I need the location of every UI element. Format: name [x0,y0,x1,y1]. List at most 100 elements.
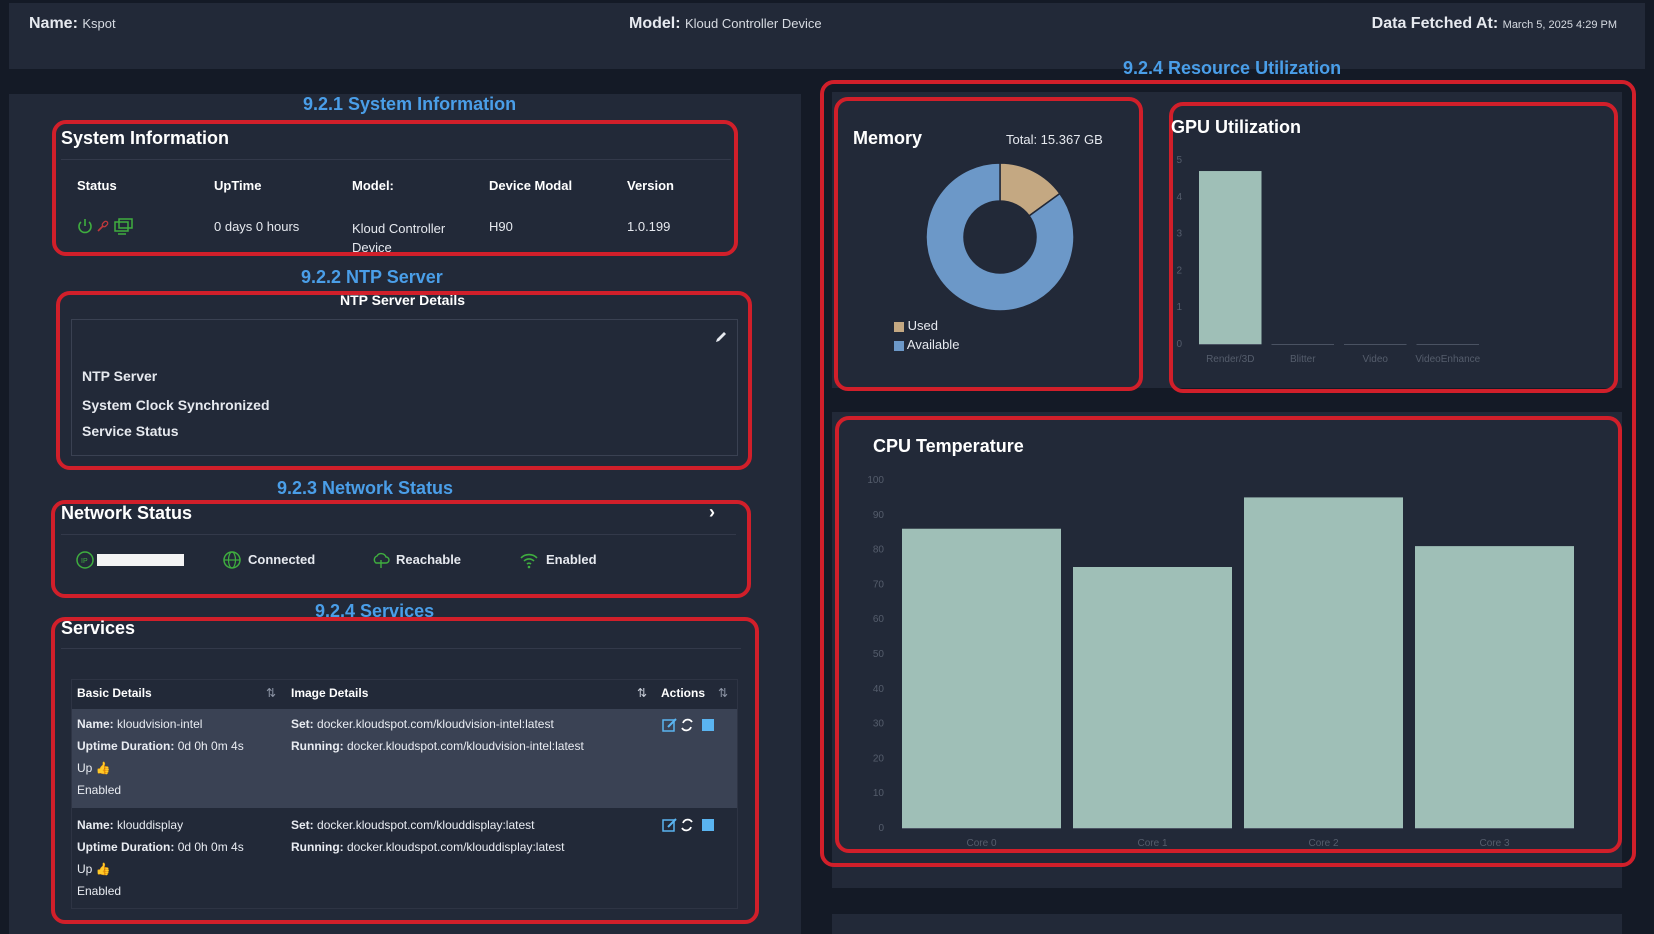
device-name: Name: Kspot [29,15,116,33]
restart-icon [681,818,693,832]
x-tick-label: Blitter [1290,354,1316,365]
sort-basic-details-icon[interactable]: ⇅ [266,686,277,700]
device-model-value: Kloud Controller Device [685,16,822,31]
stop-icon [702,819,714,831]
highlight-ntp [56,291,752,470]
memory-title: Memory [853,128,923,148]
restart-icon [681,718,693,732]
service-name: kloudvision-intel [117,717,203,731]
sort-actions-icon[interactable]: ⇅ [718,686,729,700]
col-device-modal: Device Modal [489,178,573,193]
y-tick-label: 70 [873,579,885,590]
highlight-cpu [835,416,1622,853]
edit-icon[interactable] [713,329,729,345]
y-tick-label: 0 [1176,339,1182,350]
header-bar: Name: Kspot Model: Kloud Controller Devi… [9,3,1645,69]
chevron-right-icon[interactable]: › [709,502,715,522]
highlight-system-info [52,120,738,256]
y-tick-label: 3 [1176,229,1182,240]
x-tick-label: VideoEnhance [1415,354,1480,365]
stop-icon [702,719,714,731]
image-set-label: Set: [291,818,314,832]
x-tick-label: Core 3 [1479,838,1509,849]
bar-core-3 [1415,546,1574,828]
service-uptime-label: Uptime Duration: [77,739,175,753]
reachable-status: Reachable [396,552,462,567]
ntp-details-box [71,319,738,456]
legend-available-swatch [894,340,904,351]
service-name-label: Name: [77,717,114,731]
ntp-server-label: NTP Server [82,368,158,384]
image-running-label: Running: [291,840,344,854]
service-enabled: Enabled [77,884,122,898]
device-name-value: Kspot [82,16,116,31]
col-status: Status [77,178,117,193]
edit-service-icon [662,718,677,732]
version-value: 1.0.199 [627,219,671,234]
bar-render-3d [1199,171,1262,344]
y-tick-label: 90 [873,510,885,521]
clock-sync-label: System Clock Synchronized [82,397,270,413]
col-basic-details: Basic Details [77,686,152,700]
link-broken-icon [97,220,109,232]
network-divider [61,534,736,535]
status-icons [76,218,138,236]
image-running: docker.kloudspot.com/kloudvision-intel:l… [347,739,584,753]
service-2-image: Set: docker.kloudspot.com/klouddisplay:l… [291,814,564,858]
service-uptime: 0d 0h 0m 4s [177,739,244,753]
enabled-status: Enabled [546,552,597,567]
highlight-memory [834,97,1143,391]
highlight-resource [820,80,1636,867]
memory-slice-available [925,162,1075,312]
gpu-title: GPU Utilization [1171,117,1301,137]
sort-image-details-icon[interactable]: ⇅ [637,686,648,700]
device-model: Model: Kloud Controller Device [629,15,822,33]
x-tick-label: Render/3D [1206,354,1254,365]
col-actions: Actions [661,686,706,700]
edit-service-icon [662,818,677,832]
annotation-resource: 9.2.4 Resource Utilization [1123,58,1342,78]
gpu-bar-chart: 0 1 2 3 4 5 Render/3D Blitter Video VideoEnhance [1176,155,1480,365]
service-2-basic: Name: klouddisplay Uptime Duration: 0d 0… [77,814,244,902]
ip-icon [76,551,94,569]
bar-core-2 [1244,497,1403,828]
thumbs-up-icon: 👍 [95,761,111,775]
annotation-network: 9.2.3 Network Status [277,478,454,498]
service-1-image: Set: docker.kloudspot.com/kloudvision-in… [291,713,584,757]
memory-panel [832,92,1148,388]
service-name: klouddisplay [117,818,184,832]
system-info-divider [61,159,731,160]
bar-core-0 [902,528,1061,828]
y-tick-label: 80 [873,545,885,556]
annotation-ntp: 9.2.2 NTP Server [301,267,443,287]
data-fetched-label: Data Fetched At: [1371,15,1499,32]
service-status-label: Service Status [82,423,179,439]
highlight-services [51,617,759,924]
y-tick-label: 30 [873,719,885,730]
model-value: Kloud Controller Device [352,221,446,255]
network-title: Network Status [61,503,193,523]
legend-used-swatch [894,321,904,332]
globe-icon [223,551,241,569]
y-tick-label: 10 [873,788,885,799]
ntp-title: NTP Server Details [340,292,466,308]
image-running: docker.kloudspot.com/klouddisplay:latest [347,840,565,854]
thumbs-up-icon: 👍 [95,862,111,876]
power-icon [78,219,92,234]
image-running-label: Running: [291,739,344,753]
services-table [71,679,738,909]
device-modal-value: H90 [489,219,513,234]
cloud-upload-icon [372,551,390,569]
annotation-system-info: 9.2.1 System Information [303,94,517,114]
legend-used: Used [894,318,938,333]
table-row [72,709,737,808]
col-uptime: UpTime [214,178,262,193]
service-2-actions [662,817,718,833]
y-tick-label: 1 [1176,302,1182,313]
service-1-basic: Name: kloudvision-intel Uptime Duration:… [77,713,244,801]
memory-donut-chart [925,162,1075,312]
col-image-details: Image Details [291,686,369,700]
y-tick-label: 60 [873,614,885,625]
ip-indicator: IP [76,551,186,569]
y-tick-label: 100 [867,475,884,486]
